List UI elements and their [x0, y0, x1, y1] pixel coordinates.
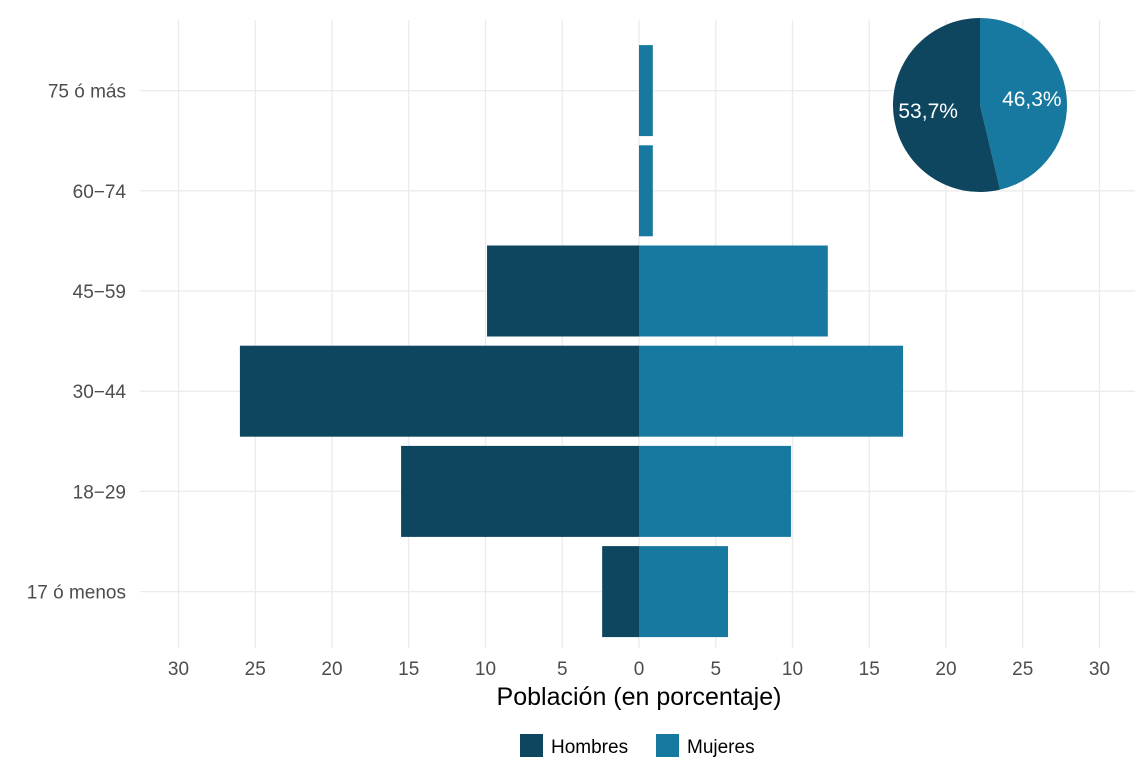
- y-tick-label: 17 ó menos: [27, 583, 126, 604]
- x-tick-label: 25: [1012, 659, 1033, 680]
- x-tick-label: 20: [321, 659, 342, 680]
- pie-slice-hombres: [893, 18, 1001, 193]
- y-tick-label: 75 ó más: [48, 82, 126, 103]
- x-tick-label: 10: [475, 659, 496, 680]
- bar-mujeres-5: [639, 45, 653, 137]
- bar-mujeres-1: [639, 445, 791, 537]
- y-tick-labels: 17 ó menos 18−29 30−44 45−59 60−74 75 ó más: [27, 82, 127, 604]
- pie-slice-mujeres: [980, 18, 1068, 190]
- x-tick-label: 30: [1089, 659, 1110, 680]
- x-tick-label: 5: [710, 659, 721, 680]
- legend-label-hombres: Hombres: [551, 737, 628, 758]
- x-tick-label: 15: [398, 659, 419, 680]
- x-tick-label: 0: [634, 659, 645, 680]
- bars: [239, 45, 904, 638]
- y-tick-label: 30−44: [73, 382, 127, 403]
- pie-chart: 46,3% 53,7%: [893, 18, 1068, 193]
- bar-mujeres-3: [639, 245, 828, 337]
- x-tick-labels: 30 25 20 15 10 5 0 5 10 15 20 25 30: [168, 659, 1110, 680]
- pie-label-mujeres: 46,3%: [1002, 88, 1062, 111]
- bar-hombres-2: [239, 345, 639, 437]
- x-tick-label: 25: [245, 659, 266, 680]
- y-tick-label: 60−74: [73, 182, 127, 203]
- x-tick-label: 30: [168, 659, 189, 680]
- bar-hombres-3: [487, 245, 639, 337]
- x-tick-label: 10: [782, 659, 803, 680]
- bar-hombres-1: [401, 445, 639, 537]
- y-tick-label: 45−59: [73, 282, 126, 303]
- legend-label-mujeres: Mujeres: [687, 737, 755, 758]
- x-tick-label: 20: [935, 659, 956, 680]
- legend: Hombres Mujeres: [520, 734, 755, 758]
- bar-hombres-0: [602, 546, 639, 638]
- legend-swatch-hombres: [520, 734, 543, 757]
- x-tick-label: 15: [859, 659, 880, 680]
- bar-mujeres-2: [639, 345, 904, 437]
- x-tick-label: 5: [557, 659, 568, 680]
- bar-mujeres-0: [639, 546, 729, 638]
- pie-label-hombres: 53,7%: [898, 100, 958, 123]
- legend-swatch-mujeres: [656, 734, 679, 757]
- x-axis-title: Población (en porcentaje): [497, 683, 782, 711]
- bar-mujeres-4: [639, 145, 653, 237]
- y-tick-label: 18−29: [73, 482, 126, 503]
